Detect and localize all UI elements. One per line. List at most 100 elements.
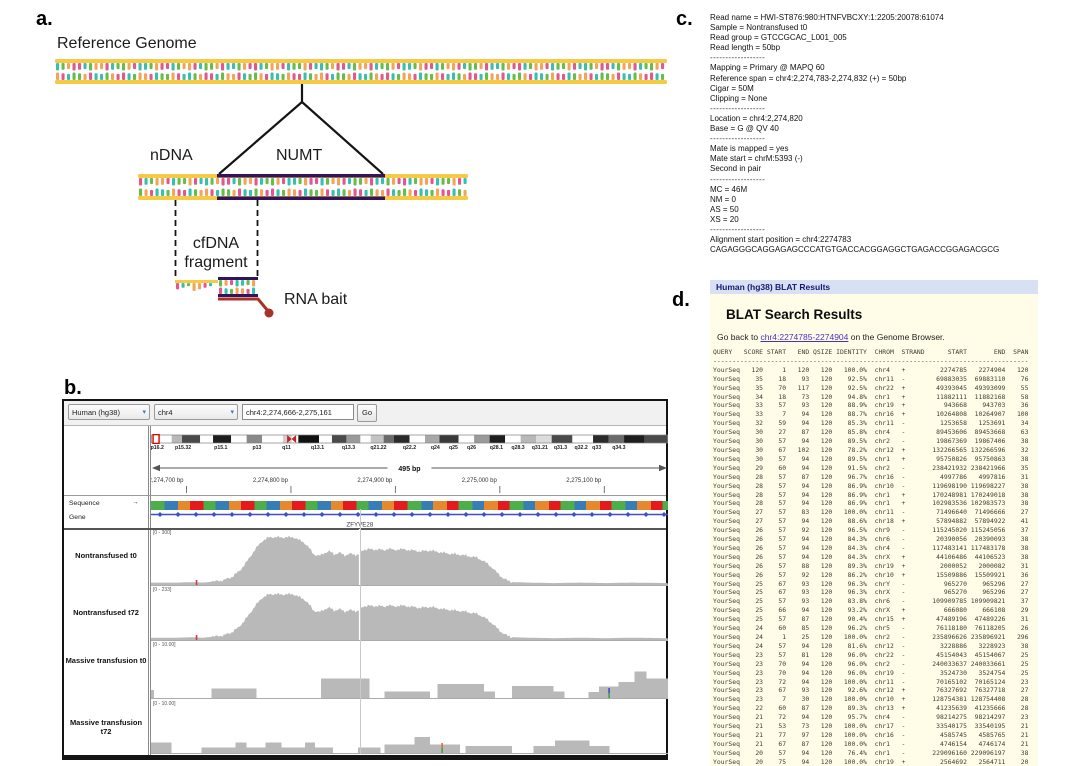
cytoband-label: q28.3 bbox=[511, 444, 525, 451]
locus-input[interactable] bbox=[242, 404, 354, 420]
track-range-label: [0 - 233] bbox=[153, 587, 172, 593]
numt-label: NUMT bbox=[276, 147, 323, 164]
read-detail-line: MC = 46M bbox=[710, 184, 748, 194]
blat-results-window: Human (hg38) BLAT Results BLAT Search Re… bbox=[710, 280, 1038, 766]
panel-c-label: c. bbox=[676, 8, 693, 30]
blat-results-table: QUERY SCORE START END QSIZE IDENTITY CHR… bbox=[713, 348, 1029, 766]
svg-text:2,274,700 bp: 2,274,700 bp bbox=[151, 478, 184, 484]
read-detail-line: Location = chr4:2,274,820 bbox=[710, 113, 803, 123]
track-name-nontransfused-t72[interactable]: Nontransfused t72 bbox=[73, 608, 139, 617]
read-detail-line: Second in pair bbox=[710, 164, 762, 174]
genome-browser-link[interactable]: chr4:2274785-2274904 bbox=[760, 332, 849, 342]
cytoband-label: q13.3 bbox=[341, 444, 356, 451]
read-detail-line: Read group = GTCCGCAC_L001_005 bbox=[710, 33, 847, 43]
chromosome-ideogram[interactable] bbox=[151, 434, 668, 444]
panel-a-label: a. bbox=[36, 8, 53, 30]
coverage-plot-1[interactable] bbox=[151, 586, 668, 640]
cytoband-label: q28.1 bbox=[489, 444, 503, 451]
read-detail-line: NM = 0 bbox=[710, 194, 737, 204]
read-detail-line: Mapping = Primary @ MAPQ 60 bbox=[710, 63, 825, 73]
read-detail-line: Mate start = chrM:5393 (-) bbox=[710, 154, 803, 164]
cytoband-label: q21.22 bbox=[370, 444, 387, 451]
svg-text:495 bp: 495 bp bbox=[398, 466, 420, 473]
cytoband-label: q25 bbox=[448, 444, 458, 451]
cytoband-label: q31.3 bbox=[553, 444, 568, 451]
read-detail-line: Reference span = chr4:2,274,783-2,274,83… bbox=[710, 73, 907, 83]
chromosome-select[interactable]: ▾ chr4 bbox=[154, 404, 238, 420]
read-detail-line: CAGAGGGCAGGAGAGCCCATGTGACCACGGAGGCTGAGAC… bbox=[710, 245, 1000, 255]
ruler[interactable]: 495 bp 2,274,700 bp 2,274,800 bp 2,274,900 … bbox=[151, 461, 668, 494]
cytoband-label: p16.2 bbox=[150, 444, 164, 451]
separator-line: ------------------ bbox=[710, 174, 766, 184]
sidebar-item-gene[interactable]: Gene bbox=[69, 514, 86, 521]
read-detail-line: Read name = HWI-ST876:980:HTNFVBCXY:1:22… bbox=[710, 13, 944, 22]
blat-page-title: BLAT Search Results bbox=[726, 307, 863, 322]
cytoband-label: q34.3 bbox=[612, 444, 626, 451]
read-detail-line: Read length = 50bp bbox=[710, 43, 781, 53]
center-line bbox=[360, 509, 361, 754]
track-range-label: [0 - 10.00] bbox=[153, 701, 176, 707]
header-divider bbox=[64, 495, 666, 496]
panel-d-label: d. bbox=[672, 289, 690, 311]
cytoband-label: q26 bbox=[467, 444, 477, 451]
read-detail-line: Alignment start position = chr4:2274783 bbox=[710, 235, 852, 245]
go-button[interactable]: Go bbox=[357, 404, 377, 422]
reference-genome-bar bbox=[55, 59, 667, 84]
genome-select[interactable]: ▾ Human (hg38) bbox=[68, 404, 150, 420]
coverage-plot-2[interactable] bbox=[151, 641, 668, 698]
reference-genome-label: Reference Genome bbox=[57, 35, 197, 52]
sidebar-divider bbox=[150, 426, 151, 755]
coverage-plot-0[interactable] bbox=[151, 529, 668, 585]
igv-window: ▾ Human (hg38) ▾ chr4 Go p16.2 p15.32 p15.… bbox=[62, 399, 668, 760]
cytoband-label: q33 bbox=[592, 444, 602, 451]
cytoband-label: q31.21 bbox=[531, 444, 548, 451]
igv-toolbar: ▾ Human (hg38) ▾ chr4 Go bbox=[64, 401, 666, 426]
cytoband-label: p15.32 bbox=[174, 444, 192, 451]
separator-line: ------------------ bbox=[710, 103, 766, 113]
gene-track[interactable]: ZFYVE28 bbox=[151, 510, 668, 528]
tracks-top-border bbox=[64, 528, 666, 530]
track-name-nontransfused-t0[interactable]: Nontransfused t0 bbox=[75, 551, 137, 560]
arrow-right-icon: → bbox=[132, 499, 139, 506]
svg-text:2,274,800 bp: 2,274,800 bp bbox=[253, 478, 289, 484]
ndna-numt-bar bbox=[138, 174, 468, 200]
read-detail-line: AS = 50 bbox=[710, 204, 739, 214]
read-detail-line: Cigar = 50M bbox=[710, 83, 754, 93]
cytoband-label: q32.2 bbox=[574, 444, 588, 451]
blat-window-title: Human (hg38) BLAT Results bbox=[710, 280, 1038, 294]
read-details: Read name = HWI-ST876:980:HTNFVBCXY:1:22… bbox=[710, 13, 1050, 255]
coverage-plot-3[interactable] bbox=[151, 699, 668, 753]
chevron-down-icon: ▾ bbox=[230, 409, 234, 416]
track-divider bbox=[151, 753, 668, 754]
cytoband-label: q13.1 bbox=[310, 444, 325, 451]
panel-b-label: b. bbox=[64, 377, 82, 399]
cytoband-labels: p16.2 p15.32 p15.1 p13 q11 q13.1 q13.3 q21.22 q2… bbox=[151, 445, 668, 452]
track-range-label: [0 - 300] bbox=[153, 530, 172, 536]
separator-line: ------------------ bbox=[710, 224, 766, 234]
separator-line: ------------------ bbox=[710, 134, 766, 144]
cfdna-fragment-label: cfDNA fragment bbox=[184, 235, 248, 271]
read-detail-line: Base = G @ QV 40 bbox=[710, 124, 779, 134]
cytoband-label: q22.2 bbox=[402, 444, 417, 451]
igv-sidebar bbox=[64, 426, 149, 755]
cytoband-label: q24 bbox=[430, 444, 440, 451]
cytoband-label: p15.1 bbox=[214, 444, 228, 451]
sidebar-item-sequence[interactable]: Sequence bbox=[69, 500, 100, 507]
read-detail-line: Sample = Nontransfused t0 bbox=[710, 23, 808, 33]
svg-text:2,275,000 bp: 2,275,000 bp bbox=[462, 478, 498, 484]
read-detail-line: XS = 20 bbox=[710, 214, 739, 224]
rna-bait-label: RNA bait bbox=[284, 291, 348, 308]
ndna-label: nDNA bbox=[150, 147, 193, 164]
read-detail-line: Mate is mapped = yes bbox=[710, 144, 789, 154]
track-divider bbox=[151, 640, 668, 641]
cytoband-label: q11 bbox=[282, 444, 291, 451]
sequence-track[interactable] bbox=[151, 501, 668, 510]
blat-go-back-line: Go back to chr4:2274785-2274904 on the G… bbox=[717, 332, 945, 342]
track-divider bbox=[151, 585, 668, 586]
cytoband-label: p13 bbox=[252, 444, 262, 451]
cfdna-fragment-graphic bbox=[175, 277, 274, 318]
track-name-massive-transfusion-t0[interactable]: Massive transfusion t0 bbox=[65, 656, 147, 665]
track-range-label: [0 - 10.00] bbox=[153, 642, 176, 648]
track-name-massive-transfusion-t72[interactable]: Massive transfusion t72 bbox=[69, 718, 143, 736]
